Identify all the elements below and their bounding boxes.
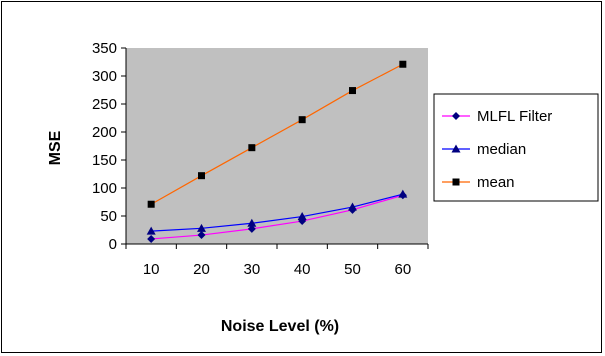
x-tick-label: 20 xyxy=(193,261,210,278)
data-point-mean xyxy=(147,200,155,208)
data-point-median xyxy=(348,202,357,211)
legend-marker-median xyxy=(451,144,461,153)
legend-marker-mean xyxy=(452,178,460,186)
data-point-mlfl-filter xyxy=(197,231,206,240)
legend-marker-mlfl-filter xyxy=(452,112,460,120)
x-tick-label: 10 xyxy=(143,261,160,278)
axes-layer: 0 50 100 150 200 250 300 350 10 20 30 40 50 60 xyxy=(92,40,429,278)
data-point-mlfl-filter xyxy=(147,234,156,243)
data-point-mean xyxy=(399,60,407,68)
plot-area xyxy=(126,48,428,244)
y-tick-label: 200 xyxy=(92,124,117,141)
data-point-mean xyxy=(248,144,256,152)
y-tick-label: 250 xyxy=(92,96,117,113)
x-tick-label: 60 xyxy=(394,261,411,278)
data-point-median xyxy=(297,212,307,221)
legend-label-mlfl-filter: MLFL Filter xyxy=(477,108,552,125)
y-tick-label: 50 xyxy=(100,208,117,225)
series-line-mean xyxy=(150,63,404,205)
data-point-mean xyxy=(198,172,205,180)
y-axis-title: MSE xyxy=(47,130,64,165)
x-tick-label: 30 xyxy=(243,261,260,278)
data-point-mean xyxy=(298,116,306,124)
data-point-median xyxy=(197,223,206,232)
y-tick-label: 150 xyxy=(92,152,117,169)
series-line-mlfl-filter xyxy=(151,194,404,240)
x-tick-label: 40 xyxy=(294,261,311,278)
x-tick-label: 50 xyxy=(344,261,361,278)
data-point-mlfl-filter xyxy=(247,224,256,233)
y-tick-label: 0 xyxy=(109,236,117,253)
legend-box xyxy=(433,93,599,202)
y-tick-label: 100 xyxy=(92,180,117,197)
legend-label-median: median xyxy=(477,141,526,158)
legend: MLFL Filter median mean xyxy=(433,93,599,202)
data-point-median xyxy=(398,189,408,198)
y-tick-label: 350 xyxy=(92,40,117,57)
legend-label-mean: mean xyxy=(477,174,515,191)
series-line-median xyxy=(151,193,403,232)
data-point-mean xyxy=(349,87,356,95)
series-layer xyxy=(146,60,408,243)
data-point-median xyxy=(146,226,156,235)
data-point-median xyxy=(247,218,257,227)
x-axis-title: Noise Level (%) xyxy=(221,318,339,335)
y-tick-label: 300 xyxy=(92,68,117,85)
